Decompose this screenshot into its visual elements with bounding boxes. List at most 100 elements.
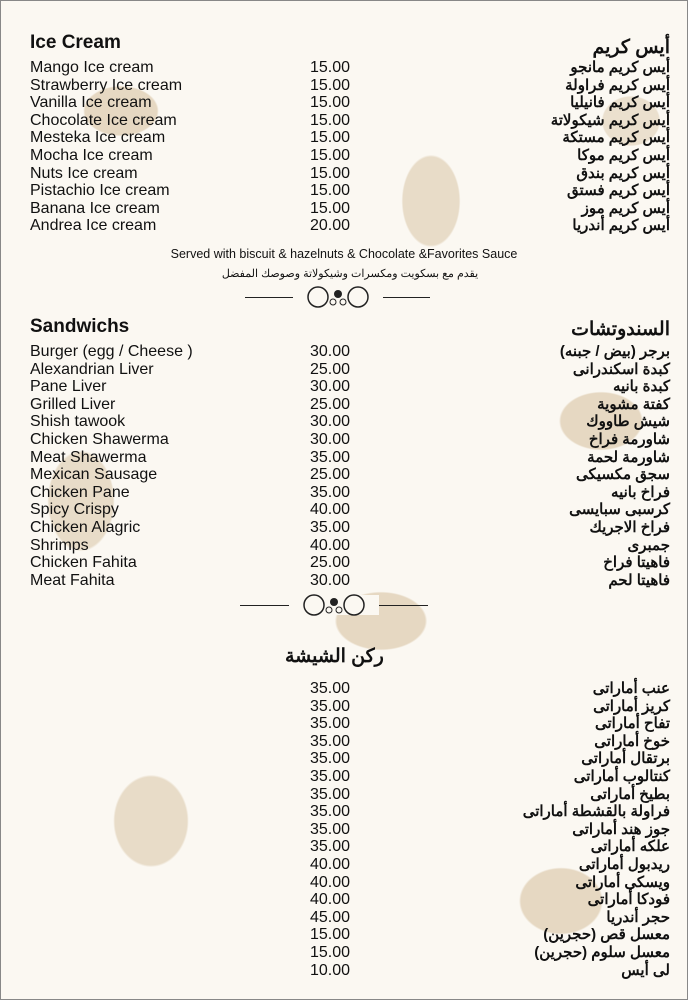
ice-cream-title-ar: أيس كريم (592, 37, 670, 58)
menu-item: Chicken Alagric 35.00 فراخ الاجريك (0, 519, 688, 537)
menu-item: Banana Ice cream 15.00 أيس كريم موز (0, 200, 688, 218)
item-name: Spicy Crispy (30, 501, 119, 519)
menu-item: 40.00 ويسكى أماراتى (0, 874, 688, 892)
menu-item: Pistachio Ice cream 15.00 أيس كريم فستق (0, 182, 688, 200)
item-name-ar: أيس كريم فراولة (565, 76, 670, 94)
menu-item: Meat Shawerma 35.00 شاورمة لحمة (0, 449, 688, 467)
item-name-ar: برجر (بيض / جبنه) (559, 343, 670, 360)
item-price: 15.00 (310, 129, 351, 147)
item-price: 15.00 (310, 164, 351, 182)
menu-item: 35.00 كريز أماراتى (0, 698, 688, 716)
shisha-title-ar: ركن الشيشة (285, 646, 384, 667)
item-name-ar: تفاح أماراتى (594, 715, 670, 733)
item-price: 15.00 (310, 59, 351, 76)
menu-item: 10.00 لى أيس (0, 962, 688, 980)
item-name-ar: ويسكى أماراتى (575, 873, 670, 891)
item-name-ar: فودكا أماراتى (587, 891, 670, 909)
item-name-ar: فراولة بالقشطة أماراتى (522, 803, 670, 821)
menu-item: Pane Liver 30.00 كبدة بانيه (0, 378, 688, 396)
item-name-ar: علكه أماراتى (590, 838, 670, 856)
menu-item: 35.00 كنتالوب أماراتى (0, 768, 688, 786)
item-name-ar: شاورمة لحمة (587, 448, 670, 466)
sandwiches-title-ar: السندوتشات (571, 319, 670, 340)
item-price: 35.00 (310, 518, 351, 536)
item-name-ar: أيس كريم فستق (567, 182, 670, 200)
menu-item: Shish tawook 30.00 شيش طاووك (0, 413, 688, 431)
ornament-divider (240, 590, 428, 620)
menu-item: Vanilla Ice cream 15.00 أيس كريم فانيليا (0, 94, 688, 112)
item-name-ar: لى أيس (621, 961, 670, 979)
menu-item: 35.00 عنب أماراتى (0, 680, 688, 698)
item-name-ar: أيس كريم بندق (576, 164, 670, 182)
item-name: Nuts Ice cream (30, 164, 138, 182)
item-name-ar: فاهيتا فراخ (603, 554, 670, 572)
item-name-ar: كفتة مشوية (597, 395, 670, 413)
item-name: Shrimps (30, 536, 89, 554)
item-name-ar: خوخ أماراتى (594, 732, 670, 750)
item-name: Meat Shawerma (30, 448, 147, 466)
item-name: Strawberry Ice cream (30, 76, 183, 94)
ornament-divider (245, 282, 430, 312)
item-price: 25.00 (310, 360, 351, 378)
item-name-ar: شيش طاووك (586, 413, 670, 431)
item-price: 15.00 (310, 926, 351, 944)
item-name-ar: سجق مكسيكى (576, 466, 670, 484)
item-name: Mango Ice cream (30, 59, 154, 76)
item-price: 45.00 (310, 908, 351, 926)
item-name-ar: أيس كريم موكا (577, 146, 670, 164)
item-price: 30.00 (310, 378, 351, 396)
item-price: 25.00 (310, 395, 351, 413)
item-price: 25.00 (310, 466, 351, 484)
item-name-ar: بطيخ أماراتى (590, 785, 670, 803)
item-name-ar: جوز هند أماراتى (572, 820, 670, 838)
item-price: 25.00 (310, 554, 351, 572)
menu-item: Chicken Shawerma 30.00 شاورمة فراخ (0, 431, 688, 449)
menu-item: Spicy Crispy 40.00 كرسبى سبايسى (0, 501, 688, 519)
item-price: 35.00 (310, 785, 351, 803)
menu-item: 15.00 معسل سلوم (حجرين) (0, 944, 688, 962)
item-name: Mocha Ice cream (30, 146, 153, 164)
item-name-ar: معسل قص (حجرين) (543, 926, 670, 944)
item-price: 15.00 (310, 199, 351, 217)
item-name-ar: فراخ الاجريك (589, 518, 670, 536)
item-name: Grilled Liver (30, 395, 116, 413)
item-name: Meat Fahita (30, 571, 115, 589)
ice-cream-note: Served with biscuit & hazelnuts & Chocol… (170, 247, 518, 261)
item-price: 30.00 (310, 343, 351, 360)
item-name-ar: أيس كريم موز (581, 199, 670, 217)
item-price: 35.00 (310, 697, 351, 715)
item-price: 15.00 (310, 76, 351, 94)
menu-item: Chicken Pane 35.00 فراخ بانيه (0, 484, 688, 502)
item-name-ar: جمبرى (627, 536, 671, 554)
item-name-ar: كبدة اسكندرانى (572, 360, 670, 378)
menu-item: Andrea Ice cream 20.00 أيس كريم أندريا (0, 217, 688, 235)
item-price: 10.00 (310, 961, 351, 979)
item-name: Chocolate Ice cream (30, 111, 177, 129)
menu-item: Grilled Liver 25.00 كفتة مشوية (0, 396, 688, 414)
menu-item: 35.00 تفاح أماراتى (0, 715, 688, 733)
item-name: Chicken Pane (30, 483, 130, 501)
sandwiches-list: Burger (egg / Cheese ) 30.00 برجر (بيض / ج… (0, 343, 688, 589)
menu-item: Mocha Ice cream 15.00 أيس كريم موكا (0, 147, 688, 165)
item-price: 40.00 (310, 891, 351, 909)
item-name: Mexican Sausage (30, 466, 158, 484)
ice-cream-title: Ice Cream (30, 32, 121, 53)
item-name-ar: معسل سلوم (حجرين) (534, 943, 670, 961)
menu-item: 35.00 علكه أماراتى (0, 838, 688, 856)
item-price: 35.00 (310, 680, 351, 697)
item-name-ar: شاورمة فراخ (588, 430, 670, 448)
ice-cream-list: Mango Ice cream 15.00 أيس كريم مانجو Strawb… (0, 59, 688, 235)
item-name: Mesteka Ice cream (30, 129, 166, 147)
menu-item: Mesteka Ice cream 15.00 أيس كريم مستكة (0, 129, 688, 147)
item-name-ar: أيس كريم أندريا (572, 217, 670, 235)
item-name-ar: كريز أماراتى (593, 697, 670, 715)
item-price: 35.00 (310, 448, 351, 466)
menu-item: 35.00 خوخ أماراتى (0, 733, 688, 751)
shisha-list: 35.00 عنب أماراتى 35.00 كريز أماراتى 35.00 تف… (0, 680, 688, 979)
menu-item: Chocolate Ice cream 15.00 أيس كريم شيكولات… (0, 112, 688, 130)
menu-item: Alexandrian Liver 25.00 كبدة اسكندرانى (0, 361, 688, 379)
item-name-ar: كنتالوب أماراتى (573, 767, 670, 785)
menu-item: 35.00 برتقال أماراتى (0, 750, 688, 768)
item-name: Pistachio Ice cream (30, 182, 170, 200)
